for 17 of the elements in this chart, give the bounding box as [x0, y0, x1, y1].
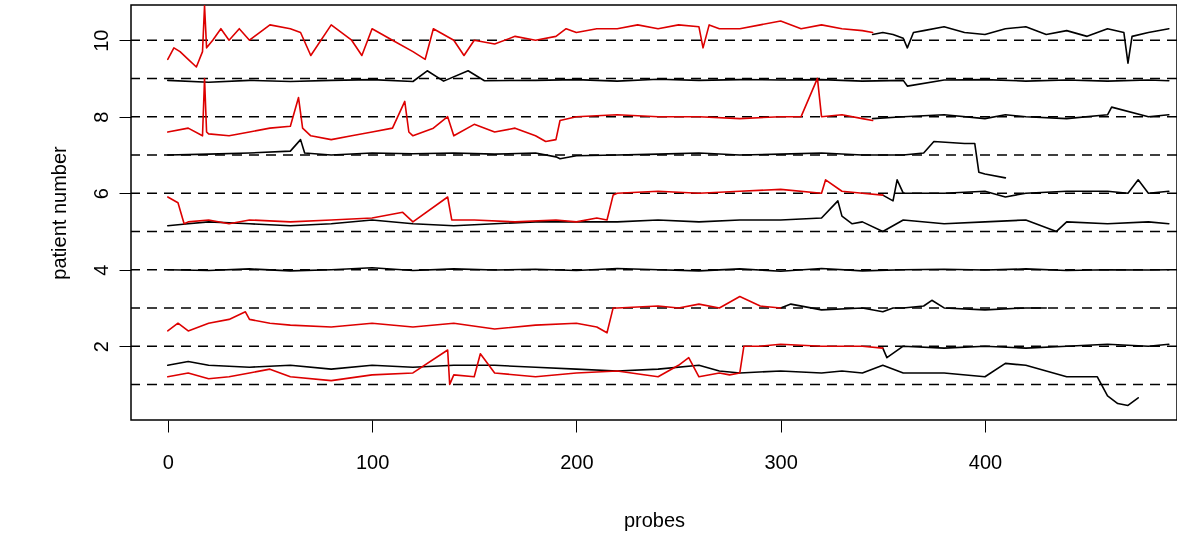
y-tick-label: 8	[89, 111, 112, 123]
line-series	[166, 343, 884, 386]
y-tick-label: 10	[89, 29, 112, 52]
y-tick-label: 4	[89, 264, 112, 276]
x-tick-label: 0	[162, 450, 174, 473]
line-series	[166, 295, 782, 334]
x-axis-title: probes	[623, 508, 686, 531]
y-tick-label: 6	[89, 188, 112, 200]
y-axis-title: patient number	[47, 145, 70, 280]
x-tick-label: 300	[764, 450, 798, 473]
x-tick-label: 200	[560, 450, 594, 473]
line-series	[166, 4, 874, 68]
x-tick-label: 400	[968, 450, 1003, 473]
line-series	[166, 77, 874, 143]
y-tick-label: 2	[89, 341, 112, 353]
x-tick-label: 100	[355, 450, 390, 473]
line-series	[166, 179, 884, 225]
